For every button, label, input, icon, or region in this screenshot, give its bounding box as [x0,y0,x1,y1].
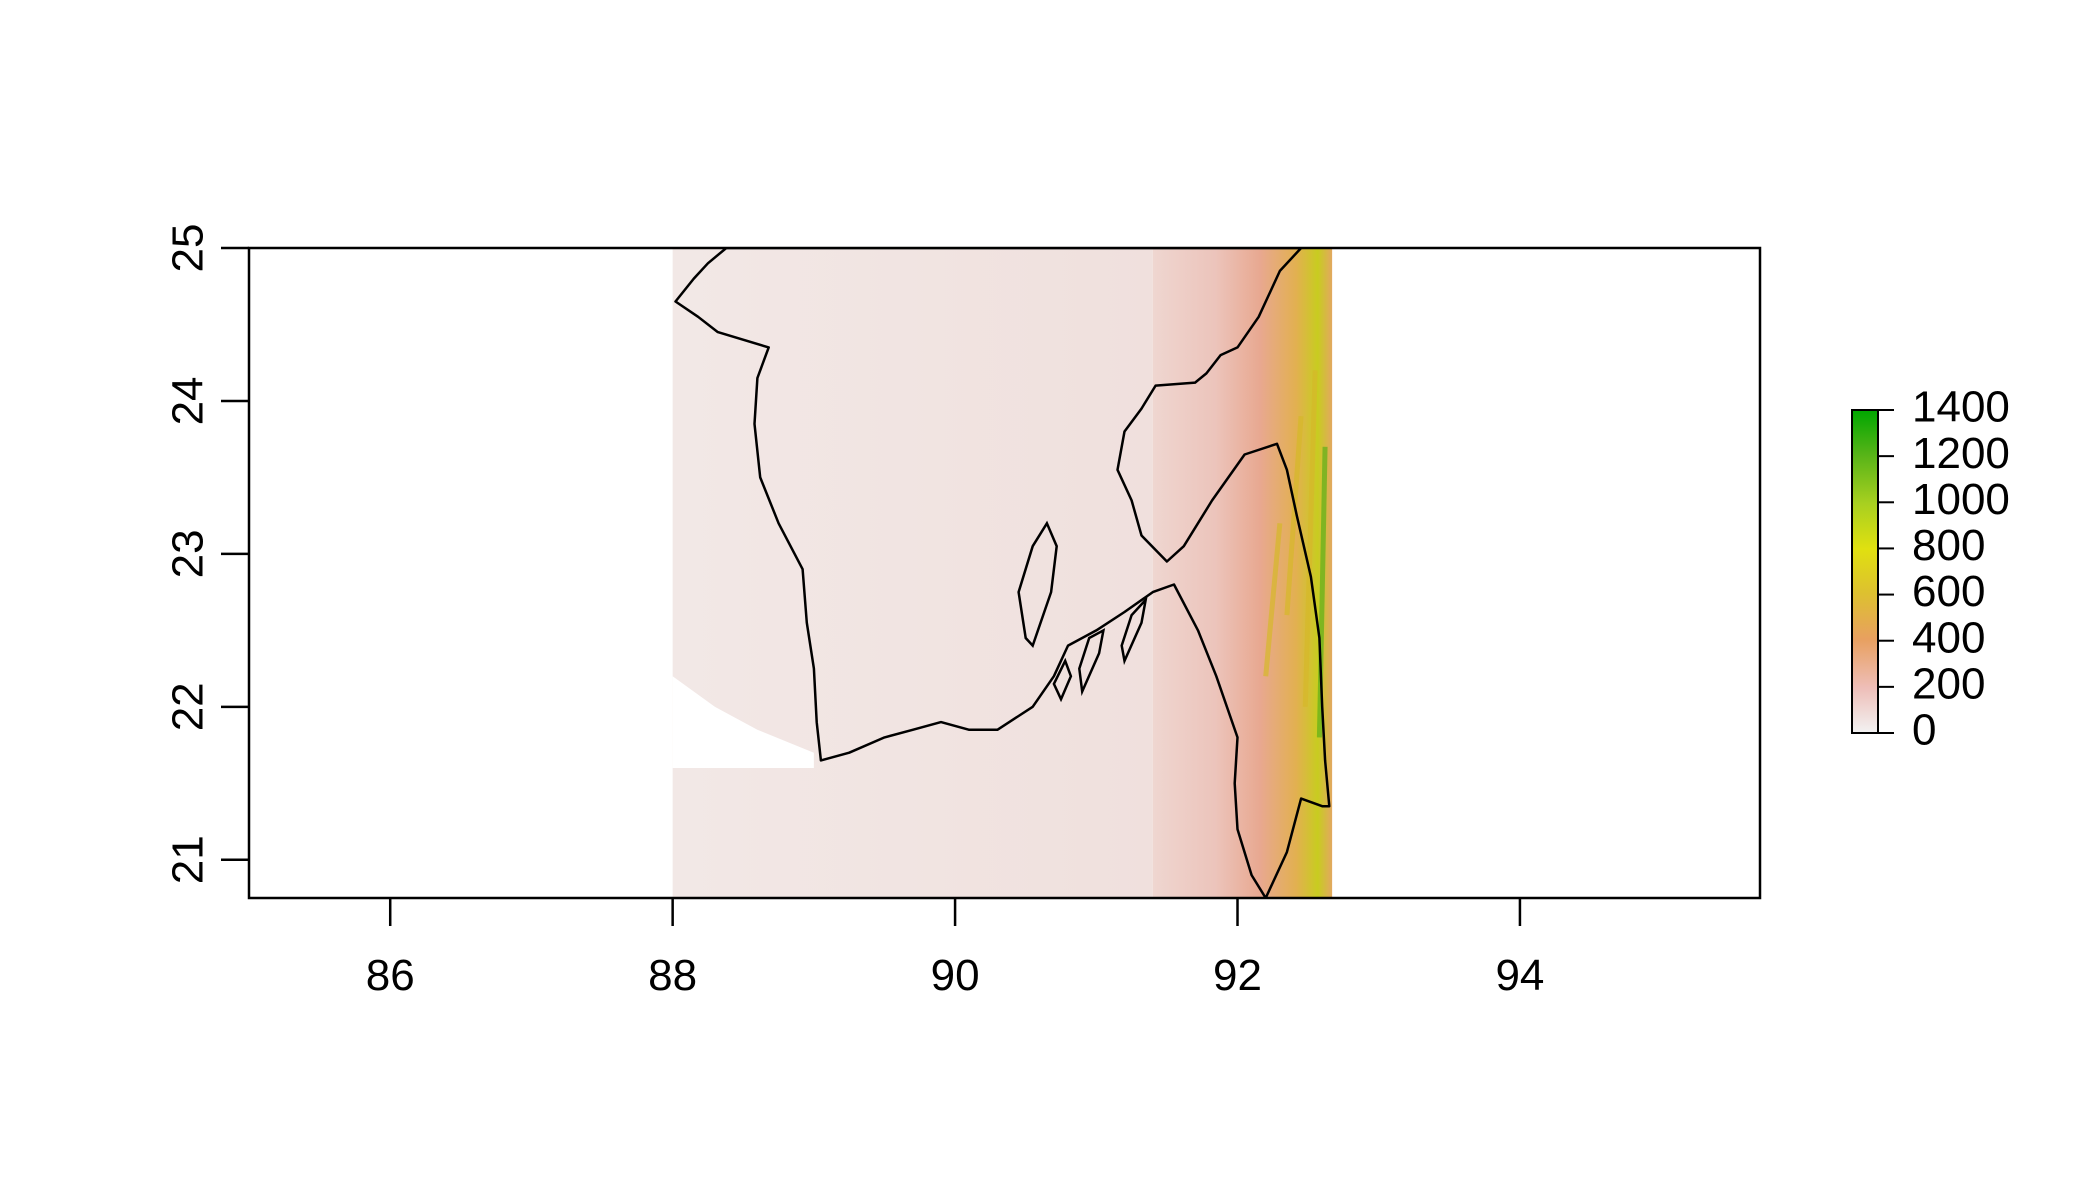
x-tick-label: 94 [1495,951,1544,1000]
raster-sea-area [672,676,814,768]
x-tick-label: 86 [366,951,415,1000]
y-axis: 21 22 23 24 25 [164,224,249,884]
legend-label: 1000 [1912,475,2010,524]
border-island [1120,595,1148,666]
raster-hills [1152,248,1333,898]
border-island [1078,628,1106,697]
raster-lowland [672,248,1153,898]
legend-colorbar [1851,409,1879,734]
border-island [1017,520,1058,648]
y-tick-label: 24 [164,376,213,425]
x-tick-label: 88 [648,951,697,1000]
legend-label: 200 [1912,659,1985,708]
border-island [1052,657,1073,703]
y-tick-label: 21 [164,835,213,884]
raster-ridge [1263,523,1283,677]
legend-label: 800 [1912,521,1985,570]
legend-label: 400 [1912,613,1985,662]
raster-ridge [1284,416,1304,616]
legend-label: 0 [1912,706,1936,755]
y-tick-label: 22 [164,682,213,731]
y-tick-label: 23 [164,529,213,578]
y-tick-label: 25 [164,224,213,273]
raster-ridge [1302,370,1318,707]
elevation-raster [672,248,1333,898]
plot-frame [247,246,1762,900]
x-axis: 86 88 90 92 94 [366,898,1544,1000]
border-outline [674,248,1331,898]
legend-label: 600 [1912,567,1985,616]
legend-label: 1200 [1912,429,2010,478]
x-tick-label: 90 [931,951,980,1000]
x-tick-label: 92 [1213,951,1262,1000]
country-border [674,248,1331,898]
legend-label: 1400 [1912,383,2010,432]
